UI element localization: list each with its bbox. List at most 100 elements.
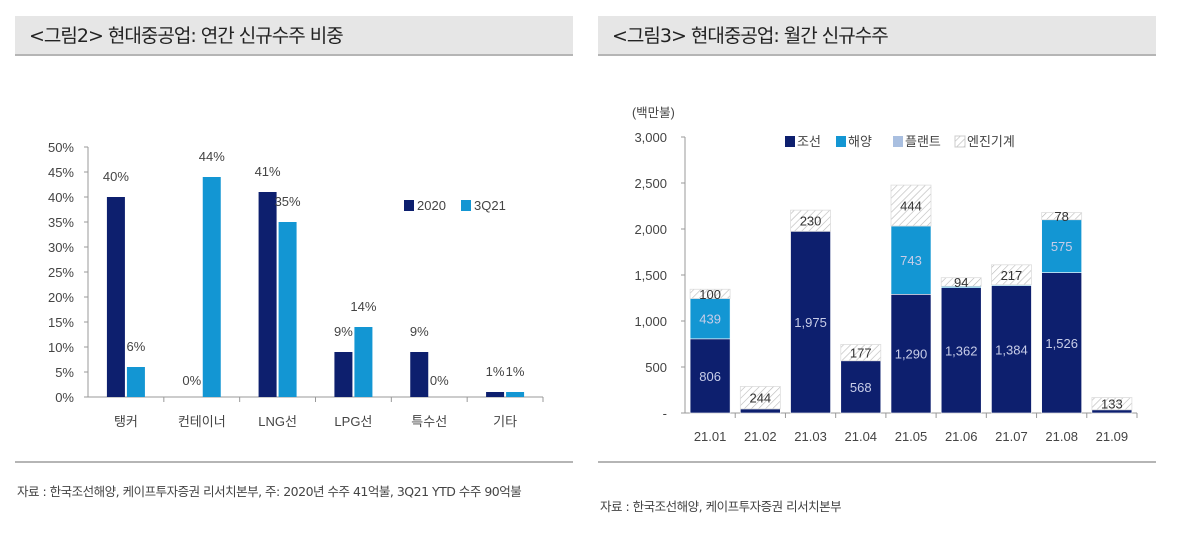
y-tick-label: 2,500 — [634, 176, 667, 191]
data-label: 0% — [430, 373, 449, 388]
data-label: 6% — [127, 339, 146, 354]
y-tick-label: 5% — [55, 365, 74, 380]
bar-3Q21 — [506, 392, 525, 397]
bar-2020 — [334, 352, 353, 397]
y-tick-label: 15% — [48, 315, 74, 330]
bar-2020 — [258, 192, 277, 397]
y-tick-label: 50% — [48, 140, 74, 155]
y-tick-label: 25% — [48, 265, 74, 280]
left-chart-title: <그림2> 현대중공업: 연간 신규수주 비중 — [15, 16, 573, 56]
legend-label: 플랜트 — [905, 134, 941, 149]
data-label: 9% — [410, 324, 429, 339]
bar-segment-엔진기계 — [991, 264, 1032, 286]
left-divider — [15, 461, 573, 463]
data-label: 439 — [699, 312, 721, 327]
x-tick-label: 21.08 — [1045, 429, 1078, 444]
y-tick-label: - — [663, 406, 667, 421]
data-label: 217 — [1001, 268, 1023, 283]
bar-segment-해양 — [890, 225, 932, 295]
data-label: 100 — [699, 287, 721, 302]
bar-segment-엔진기계 — [840, 344, 882, 362]
bar-segment-조선 — [689, 338, 731, 414]
y-tick-label: 20% — [48, 290, 74, 305]
x-tick-label: 특수선 — [411, 414, 447, 429]
data-label: 444 — [900, 199, 922, 214]
data-label: 1,975 — [794, 315, 827, 330]
bar-segment-해양 — [1041, 219, 1082, 273]
x-tick-label: 기타 — [493, 414, 517, 429]
bar-segment-조선 — [1041, 272, 1082, 414]
legend-swatch-2020 — [404, 200, 414, 211]
data-label: 78 — [1054, 209, 1068, 224]
bar-segment-조선 — [790, 231, 831, 414]
x-tick-label: 21.07 — [995, 429, 1028, 444]
bar-segment-조선 — [840, 360, 882, 414]
legend-label: 2020 — [417, 198, 446, 213]
bar-segment-엔진기계 — [940, 277, 982, 287]
left-source-note: 자료 : 한국조선해양, 케이프투자증권 리서치본부, 주: 2020년 수주 … — [17, 484, 522, 499]
y-tick-label: 45% — [48, 165, 74, 180]
bar-segment-조선 — [740, 408, 781, 414]
bar-segment-해양 — [689, 298, 731, 340]
data-label: 40% — [103, 169, 129, 184]
x-tick-label: LPG선 — [334, 414, 372, 429]
data-label: 0% — [182, 373, 201, 388]
data-label: 1,526 — [1045, 336, 1078, 351]
x-tick-label: 탱커 — [114, 414, 138, 429]
data-label: 1,290 — [895, 347, 928, 362]
x-tick-label: 21.04 — [845, 429, 878, 444]
x-tick-label: 21.01 — [694, 429, 727, 444]
x-tick-label: 21.05 — [895, 429, 928, 444]
bar-2020 — [410, 352, 429, 397]
bar-segment-엔진기계 — [1041, 212, 1083, 221]
data-label: 41% — [255, 164, 281, 179]
data-label: 1% — [486, 364, 505, 379]
bar-3Q21 — [202, 177, 221, 397]
x-tick-label: LNG선 — [258, 414, 297, 429]
bar-2020 — [106, 197, 125, 397]
right-chart-title: <그림3> 현대중공업: 월간 신규수주 — [598, 16, 1156, 56]
x-tick-label: 컨테이너 — [178, 414, 226, 429]
data-label: 14% — [350, 299, 376, 314]
legend-label: 조선 — [797, 134, 821, 149]
bar-3Q21 — [354, 327, 373, 397]
y-tick-label: 0% — [55, 390, 74, 405]
data-label: 35% — [275, 194, 301, 209]
y-tick-label: 30% — [48, 240, 74, 255]
bar-segment-엔진기계 — [689, 288, 731, 299]
data-label: 1% — [506, 364, 525, 379]
data-label: 743 — [900, 253, 922, 268]
bar-segment-엔진기계 — [739, 386, 781, 410]
bar-3Q21 — [278, 222, 297, 397]
legend-label: 해양 — [848, 134, 872, 149]
y-tick-label: 10% — [48, 340, 74, 355]
y-tick-label: 2,000 — [634, 222, 667, 237]
legend-label: 엔진기계 — [967, 134, 1015, 149]
x-tick-label: 21.03 — [794, 429, 827, 444]
bar-segment-엔진기계 — [790, 209, 831, 232]
x-tick-label: 21.09 — [1096, 429, 1129, 444]
legend-swatch-엔진기계 — [954, 135, 966, 148]
data-label: 94 — [954, 275, 968, 290]
bar-3Q21 — [126, 367, 145, 397]
data-label: 44% — [199, 149, 225, 164]
data-label: 177 — [850, 346, 872, 361]
legend-swatch-3Q21 — [461, 200, 471, 211]
unit-label: (백만불) — [632, 106, 675, 120]
data-label: 806 — [699, 369, 721, 384]
data-label: 230 — [800, 214, 822, 229]
right-source-note: 자료 : 한국조선해양, 케이프투자증권 리서치본부 — [600, 499, 842, 514]
data-label: 133 — [1101, 397, 1123, 412]
legend-swatch-조선 — [785, 136, 795, 147]
bar-segment-조선 — [940, 287, 982, 414]
y-tick-label: 40% — [48, 190, 74, 205]
y-tick-label: 500 — [645, 360, 667, 375]
legend-label: 3Q21 — [474, 198, 506, 213]
right-divider — [598, 461, 1156, 463]
data-label: 1,362 — [945, 343, 978, 358]
y-tick-label: 3,000 — [634, 130, 667, 145]
y-tick-label: 1,500 — [634, 268, 667, 283]
bar-segment-조선 — [991, 285, 1032, 414]
data-label: 1,384 — [995, 342, 1028, 357]
